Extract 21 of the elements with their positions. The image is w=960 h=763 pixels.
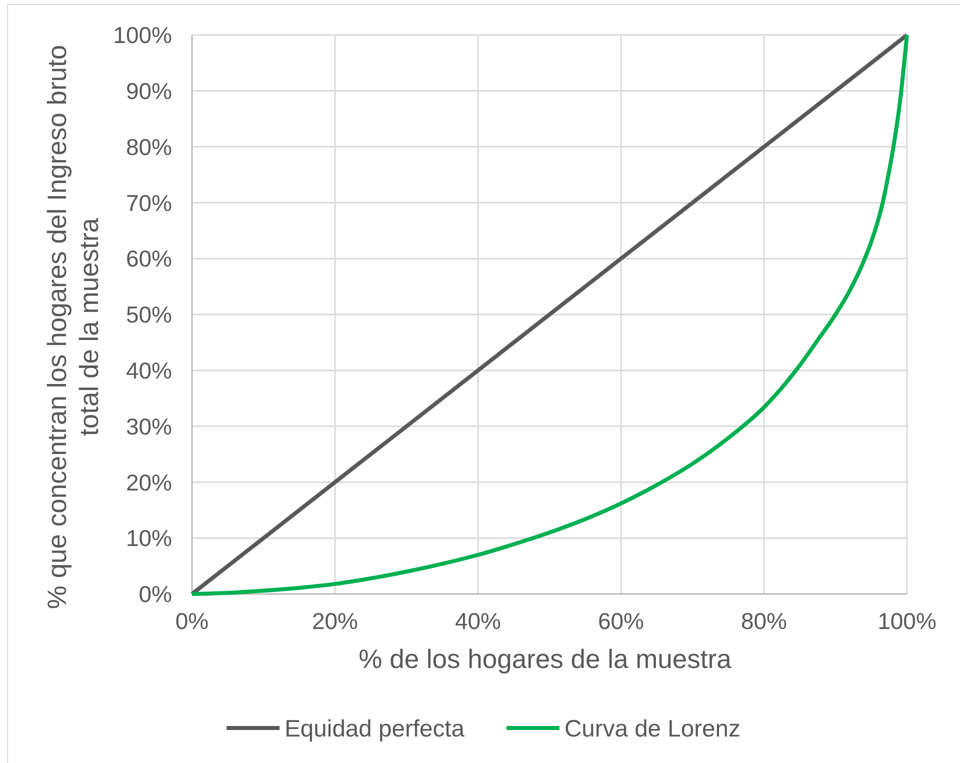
x-tick-label: 80% [740, 608, 788, 634]
y-tick-label: 60% [126, 246, 172, 272]
y-tick-label: 40% [126, 357, 172, 384]
x-axis-title: % de los hogares de la muestra [358, 644, 732, 674]
y-tick-label: 100% [113, 22, 172, 48]
y-tick-label: 20% [126, 469, 172, 496]
y-tick-label: 30% [126, 413, 172, 440]
x-tick-label: 0% [175, 608, 209, 634]
y-tick-label: 10% [126, 525, 172, 552]
legend-label: Equidad perfecta [284, 715, 466, 742]
legend-label: Curva de Lorenz [564, 715, 740, 742]
x-tick-label: 60% [598, 608, 644, 634]
y-axis-title: % que concentran los hogares del Ingreso bruto total de la muestra [42, 44, 104, 610]
x-tick-label: 40% [454, 608, 502, 634]
x-tick-label: 20% [312, 608, 358, 634]
y-tick-label: 0% [138, 581, 172, 608]
x-tick-label: 100% [878, 608, 936, 634]
y-tick-label: 70% [126, 190, 172, 216]
y-tick-label: 80% [126, 134, 172, 160]
y-tick-label: 90% [126, 78, 172, 104]
y-tick-label: 50% [126, 302, 172, 328]
